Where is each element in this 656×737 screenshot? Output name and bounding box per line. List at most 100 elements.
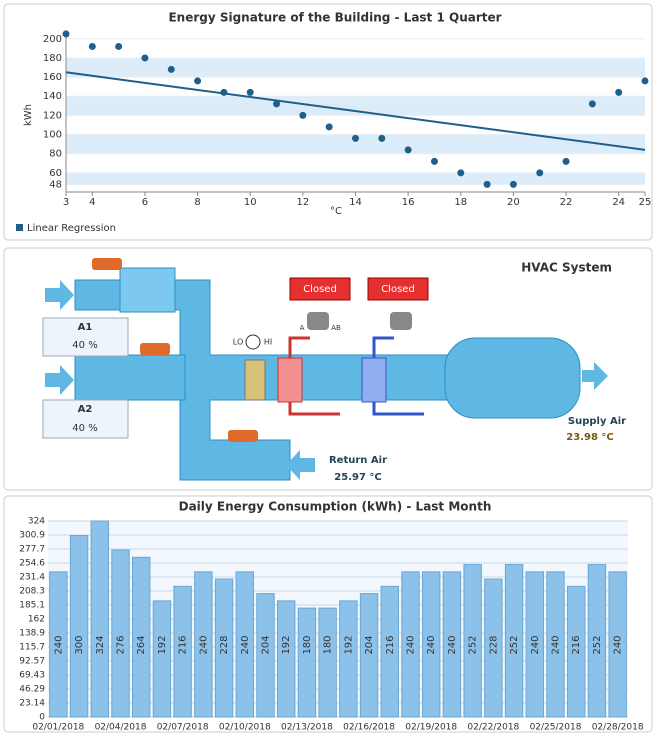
value-label: 228 xyxy=(488,635,499,654)
damper-value: 40 % xyxy=(72,423,97,434)
y-tick-label: 208.3 xyxy=(19,586,45,596)
bar xyxy=(567,585,586,718)
arrow xyxy=(286,450,315,480)
value-label: 300 xyxy=(74,635,85,654)
x-tick-label: 02/28/2018 xyxy=(592,723,644,733)
bar xyxy=(318,607,337,718)
point xyxy=(378,134,386,142)
value-label: 276 xyxy=(116,635,127,654)
value-label: 192 xyxy=(281,635,292,654)
y-tick-label: 160 xyxy=(43,72,62,83)
supply-value: 23.98 °C xyxy=(566,432,613,443)
value-label: 240 xyxy=(530,635,541,654)
x-tick-label: 02/10/2018 xyxy=(219,723,271,733)
pipe xyxy=(372,336,424,416)
arrow xyxy=(582,362,608,390)
y-tick-label: 0 xyxy=(39,713,45,723)
point xyxy=(536,169,544,177)
fan xyxy=(119,267,176,313)
bar xyxy=(380,585,399,718)
lo-label: LO xyxy=(233,338,243,347)
y-tick-label: 100 xyxy=(43,130,62,141)
supply-label: Supply Air xyxy=(568,416,626,427)
x-tick-label: 02/01/2018 xyxy=(32,723,84,733)
return-value: 25.97 °C xyxy=(334,472,381,483)
point xyxy=(167,65,175,73)
bar xyxy=(69,535,89,718)
bar xyxy=(504,564,524,718)
damper-name: A2 xyxy=(78,404,93,415)
regression-line xyxy=(65,71,646,151)
point xyxy=(88,42,96,50)
bar xyxy=(297,607,317,718)
bar xyxy=(132,556,151,718)
value-label: 216 xyxy=(178,635,189,654)
value-label: 240 xyxy=(240,635,251,654)
point xyxy=(588,100,596,108)
grid-band xyxy=(66,96,645,116)
x-tick-label: 02/04/2018 xyxy=(95,723,147,733)
y-tick-label: 48 xyxy=(49,179,62,190)
bar xyxy=(546,571,565,718)
motor xyxy=(92,258,122,270)
value-label: 240 xyxy=(53,635,64,654)
point xyxy=(141,54,149,62)
y-axis-label: kWh xyxy=(23,104,34,126)
y-tick-label: 140 xyxy=(43,91,62,102)
value-label: 252 xyxy=(592,635,603,654)
valve xyxy=(390,312,412,330)
value-label: 216 xyxy=(385,635,396,654)
x-tick-label: 18 xyxy=(454,197,467,208)
y-tick-label: 120 xyxy=(43,110,62,121)
diagram-title: HVAC System xyxy=(521,261,612,275)
valve-label: Closed xyxy=(381,284,415,295)
x-tick-label: 25 xyxy=(639,197,652,208)
valve-status xyxy=(289,277,351,301)
value-label: 180 xyxy=(302,635,313,654)
point xyxy=(273,100,281,108)
point xyxy=(509,180,517,188)
y-tick-label: 324 xyxy=(28,517,45,527)
y-tick-label: 115.7 xyxy=(19,643,45,653)
bar xyxy=(608,571,627,718)
bar xyxy=(401,571,420,718)
damper-box xyxy=(42,317,129,357)
grid-band xyxy=(66,57,645,78)
return-label: Return Air xyxy=(329,455,387,466)
port-label: AB xyxy=(331,324,341,332)
value-label: 252 xyxy=(468,635,479,654)
x-tick-label: 4 xyxy=(89,197,95,208)
damper-name: A1 xyxy=(78,322,93,333)
y-tick-label: 60 xyxy=(49,168,62,179)
bar xyxy=(587,564,607,718)
x-axis-label: °C xyxy=(330,206,342,217)
hi-label: HI xyxy=(264,338,272,347)
point xyxy=(352,134,359,142)
value-label: 240 xyxy=(198,635,209,654)
point xyxy=(325,123,333,131)
value-label: 252 xyxy=(509,635,520,654)
bar xyxy=(442,571,462,718)
bar xyxy=(90,520,109,718)
value-label: 204 xyxy=(261,635,272,654)
valve-status xyxy=(367,277,429,301)
y-tick-label: 92.57 xyxy=(19,657,45,667)
gauge xyxy=(245,334,261,350)
x-tick-label: 24 xyxy=(612,197,625,208)
damper-box xyxy=(42,399,129,439)
point xyxy=(62,30,70,38)
chart-title: Energy Signature of the Building - Last … xyxy=(168,11,501,25)
bar xyxy=(173,585,192,718)
value-label: 240 xyxy=(613,635,624,654)
point xyxy=(194,77,202,85)
value-label: 204 xyxy=(364,635,375,654)
value-label: 240 xyxy=(426,635,437,654)
y-tick-label: 200 xyxy=(43,34,62,45)
point xyxy=(246,88,254,96)
value-label: 240 xyxy=(406,635,417,654)
hvac-diagram: Closed Closed HVAC System A1 40 % A2 40 … xyxy=(42,258,626,483)
bar xyxy=(111,549,130,718)
point xyxy=(641,77,649,85)
grid-band xyxy=(66,134,645,154)
air-handler xyxy=(444,337,581,419)
